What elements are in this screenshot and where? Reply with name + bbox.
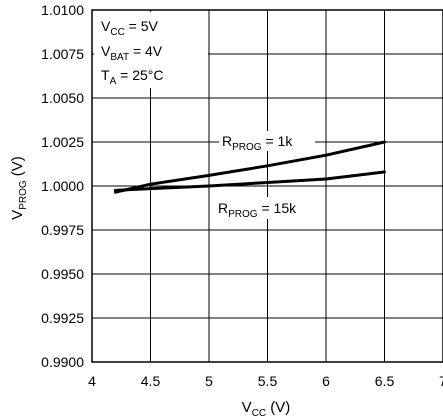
y-tick-label: 1.0100 [41,2,84,18]
x-tick-label: 4 [88,373,96,389]
series-line-1k [113,140,386,194]
series-label-15k-bg [215,197,319,219]
x-tick-label: 5 [205,373,213,389]
series-label-1k: RPROG = 1k [222,133,293,153]
tick-labels: 4 4.5 5 5.5 6 6.5 7 0.9900 0.9925 0.9950 0.9975 1.0… [41,2,443,389]
x-tick-label: 6 [322,373,330,389]
x-tick-label: 7 [439,373,443,389]
x-tick-label: 4.5 [141,373,161,389]
series-label-1k-bg [219,131,315,151]
condition-ta: TA = 25°C [101,67,163,87]
x-tick-label: 5.5 [258,373,278,389]
x-tick-label: 6.5 [375,373,395,389]
y-tick-label: 0.9900 [41,354,84,370]
y-tick-label: 0.9975 [41,222,84,238]
y-tick-label: 0.9925 [41,310,84,326]
grid [91,9,443,363]
series-label-15k: RPROG = 15k [218,200,297,220]
y-tick-label: 1.0050 [41,90,84,106]
condition-vbat: VBAT = 4V [101,43,163,63]
series-line-15k [113,170,386,192]
condition-vcc: VCC = 5V [101,18,159,38]
y-tick-label: 1.0075 [41,46,84,62]
series-lines [113,140,386,194]
x-axis-title: VCC (V) [242,399,291,419]
plot-frame [91,9,443,363]
y-tick-label: 0.9950 [41,266,84,282]
y-tick-label: 1.0000 [41,178,84,194]
y-axis-title: VPROG (V) [9,156,29,220]
conditions-box [94,12,208,88]
y-tick-label: 1.0025 [41,134,84,150]
